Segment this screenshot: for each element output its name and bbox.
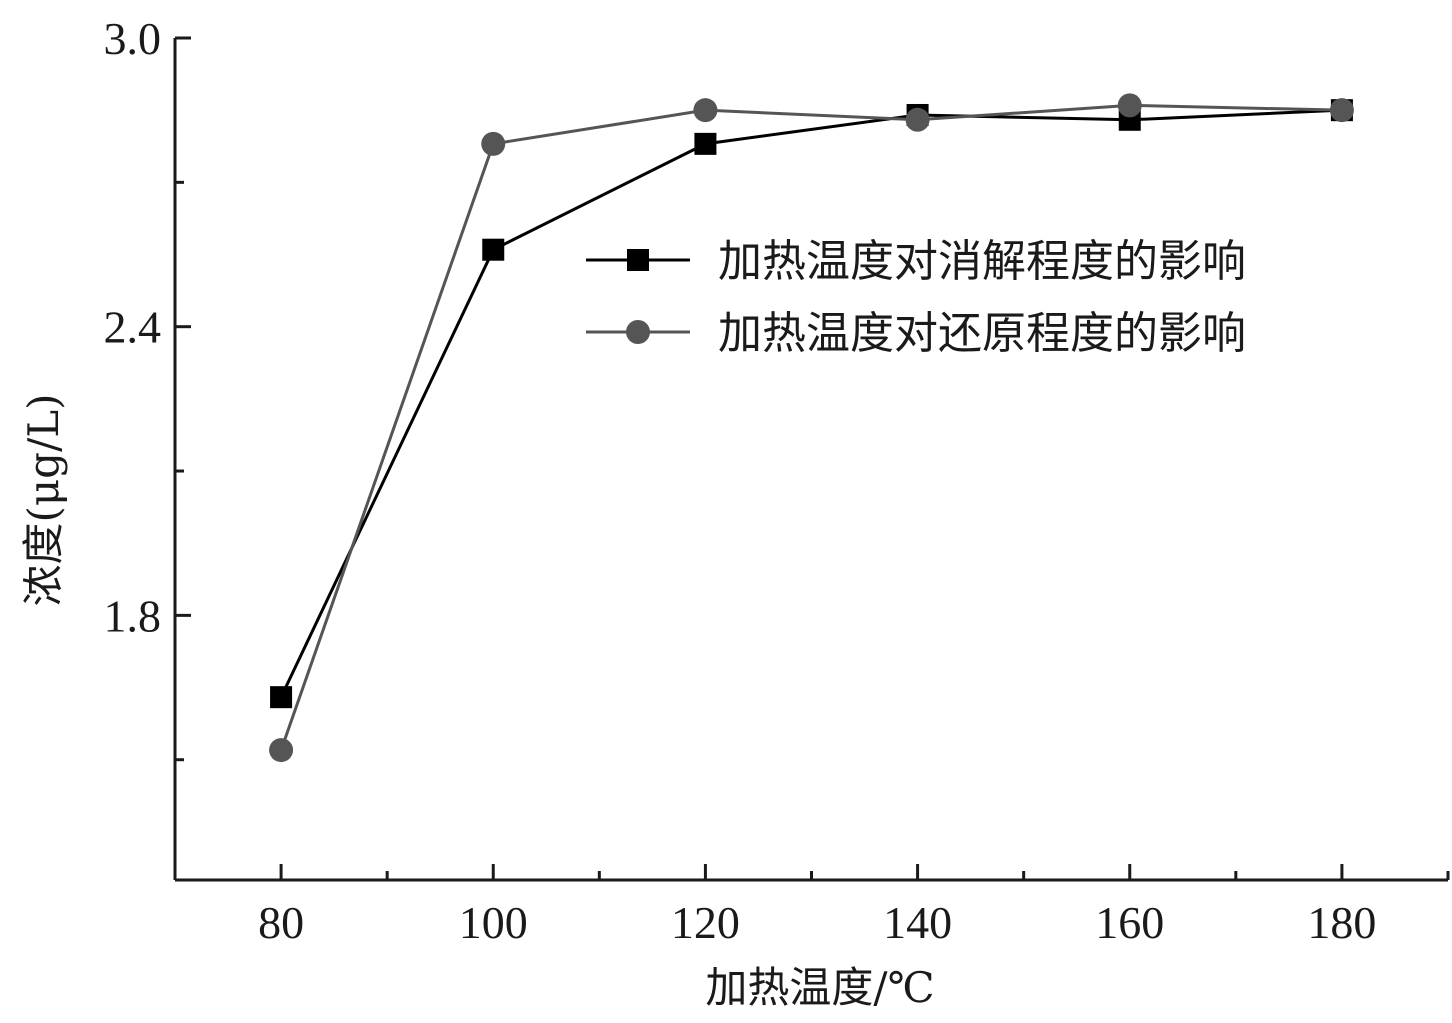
series-1 [270,99,1353,709]
data-point-circle [1117,93,1142,118]
legend-label-digestion: 加热温度对消解程度的影响 [718,236,1246,287]
x-tick-label: 120 [671,897,740,948]
series-layer [269,93,1354,763]
legend-label-reduction: 加热温度对还原程度的影响 [718,308,1246,359]
series-line [279,108,1342,698]
x-tick-label: 160 [1095,897,1164,948]
data-point-circle [1329,98,1354,123]
series-2 [269,93,1354,763]
data-point-circle [481,131,506,156]
y-axis-title: 浓度(μg/L) [19,394,68,607]
data-point-circle [905,107,930,132]
legend-marker-square [627,249,649,271]
y-tick-label: 1.8 [104,590,162,641]
y-tick-label: 2.4 [104,302,162,353]
legend-item-digestion: 加热温度对消解程度的影响 [586,236,1246,287]
x-ticks: 80 100 120 140 160 180 [173,864,1450,948]
axes [173,38,1448,882]
legend-marker-circle [626,320,650,344]
legend: 加热温度对消解程度的影响 加热温度对还原程度的影响 [586,236,1246,359]
series-line [279,103,1342,751]
legend-item-reduction: 加热温度对还原程度的影响 [586,308,1246,359]
x-axis-title: 加热温度/℃ [705,963,934,1012]
data-point-circle [269,738,294,763]
y-tick-label: 3.0 [104,13,162,64]
x-tick-label: 80 [258,897,304,948]
x-tick-label: 140 [883,897,952,948]
data-point-square [482,238,505,261]
x-tick-label: 100 [459,897,528,948]
y-ticks: 1.8 2.4 3.0 [104,13,191,762]
x-tick-label: 180 [1307,897,1376,948]
data-point-square [270,686,293,709]
data-point-circle [693,98,718,123]
data-point-square [694,132,717,155]
